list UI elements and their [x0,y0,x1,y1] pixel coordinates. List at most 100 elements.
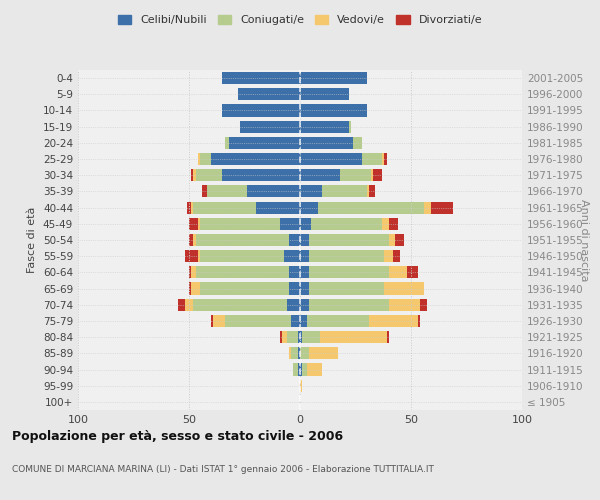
Bar [224,315,291,327]
Bar [196,266,289,278]
Bar [309,298,389,311]
Bar [193,298,287,311]
Bar [223,72,300,84]
Bar [202,186,207,198]
Bar [385,250,393,262]
Bar [309,250,385,262]
Bar [224,137,229,149]
Bar [393,250,400,262]
Bar [196,234,289,246]
Bar [191,202,193,213]
Bar [300,250,309,262]
Bar [307,315,369,327]
Bar [289,348,291,360]
Bar [298,331,300,343]
Bar [302,331,320,343]
Bar [382,218,389,230]
Bar [189,266,191,278]
Bar [193,202,256,213]
Bar [280,331,282,343]
Bar [300,153,362,165]
Bar [282,331,287,343]
Bar [191,282,200,294]
Bar [214,315,224,327]
Bar [309,266,389,278]
Bar [353,137,362,149]
Bar [187,202,191,213]
Bar [200,153,211,165]
Bar [196,169,223,181]
Bar [386,331,389,343]
Bar [193,234,196,246]
Bar [309,282,385,294]
Bar [185,298,193,311]
Y-axis label: Anni di nascita: Anni di nascita [579,198,589,281]
Bar [300,266,309,278]
Bar [302,364,307,376]
Bar [229,137,300,149]
Bar [300,315,307,327]
Bar [389,218,398,230]
Bar [300,169,340,181]
Bar [198,250,200,262]
Bar [389,266,407,278]
Bar [287,331,298,343]
Bar [191,266,196,278]
Bar [307,364,322,376]
Bar [309,234,389,246]
Bar [362,153,382,165]
Bar [300,331,302,343]
Bar [300,202,318,213]
Bar [300,104,367,117]
Bar [340,169,371,181]
Bar [200,250,284,262]
Bar [300,72,367,84]
Bar [300,234,309,246]
Bar [373,169,382,181]
Bar [367,186,369,198]
Bar [211,315,214,327]
Bar [420,298,427,311]
Bar [207,186,247,198]
Bar [382,153,385,165]
Bar [300,380,302,392]
Bar [311,218,382,230]
Bar [322,186,367,198]
Bar [178,298,185,311]
Bar [289,234,300,246]
Bar [185,250,198,262]
Bar [309,348,338,360]
Bar [424,202,431,213]
Bar [300,298,309,311]
Bar [280,218,300,230]
Bar [395,234,404,246]
Legend: Celibi/Nubili, Coniugati/e, Vedovi/e, Divorziati/e: Celibi/Nubili, Coniugati/e, Vedovi/e, Di… [113,10,487,30]
Bar [389,298,420,311]
Bar [431,202,453,213]
Bar [298,364,300,376]
Bar [418,315,420,327]
Bar [385,153,386,165]
Bar [293,364,298,376]
Bar [247,186,300,198]
Bar [320,331,386,343]
Bar [189,234,193,246]
Bar [193,169,196,181]
Bar [211,153,300,165]
Bar [318,202,424,213]
Bar [291,315,300,327]
Bar [291,348,298,360]
Bar [300,364,302,376]
Bar [371,169,373,181]
Bar [300,282,309,294]
Text: COMUNE DI MARCIANA MARINA (LI) - Dati ISTAT 1° gennaio 2006 - Elaborazione TUTTI: COMUNE DI MARCIANA MARINA (LI) - Dati IS… [12,465,434,474]
Text: Popolazione per età, sesso e stato civile - 2006: Popolazione per età, sesso e stato civil… [12,430,343,443]
Bar [300,120,349,132]
Bar [240,120,300,132]
Bar [300,186,322,198]
Bar [189,282,191,294]
Bar [200,282,289,294]
Bar [298,348,300,360]
Bar [189,218,198,230]
Bar [385,282,424,294]
